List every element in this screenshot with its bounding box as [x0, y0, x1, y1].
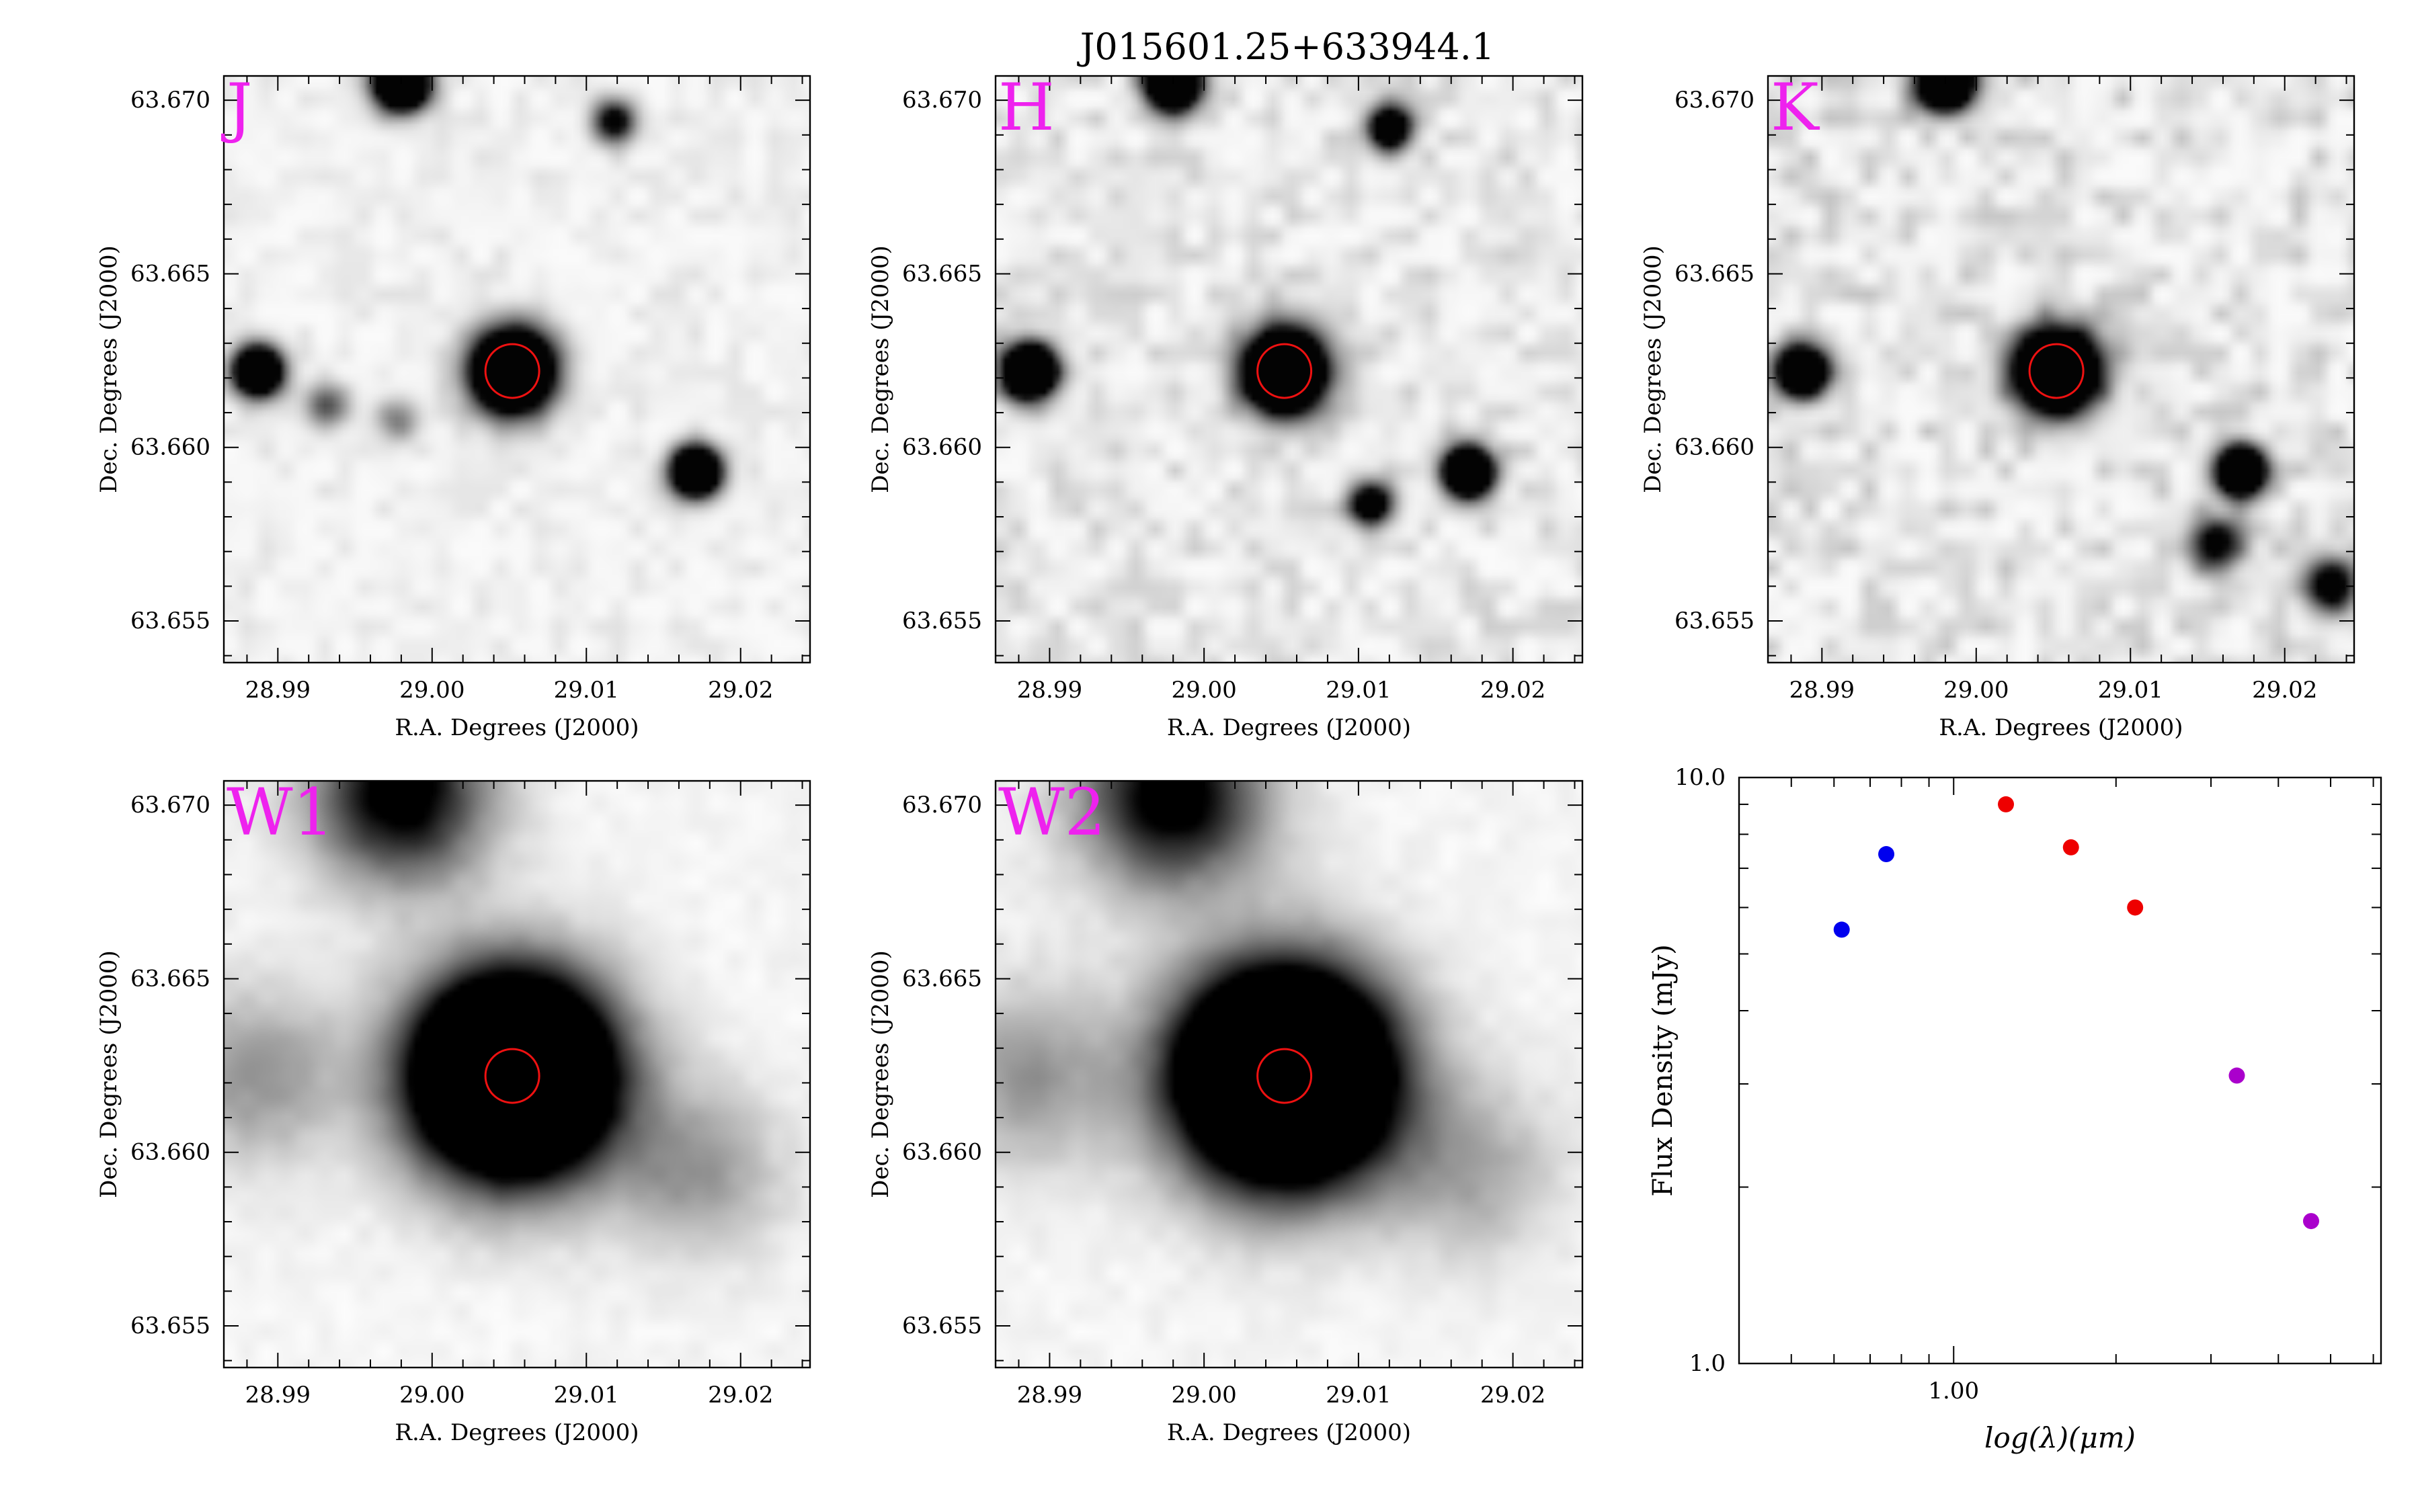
y-tick-label: 63.665: [902, 260, 982, 287]
target-circle: [484, 343, 540, 399]
y-tick-label: 63.655: [130, 607, 210, 634]
data-point: [1998, 796, 2015, 812]
x-axis-label: R.A. Degrees (J2000): [1167, 714, 1411, 741]
x-tick-label: 29.00: [399, 677, 465, 704]
y-tick-label: 10.0: [1675, 764, 1726, 791]
data-point: [2062, 839, 2079, 855]
y-tick-label: 63.660: [1675, 434, 1755, 461]
y-tick-label: 63.660: [130, 1139, 210, 1166]
x-axis-label: R.A. Degrees (J2000): [1167, 1419, 1411, 1446]
plot-frame: [1738, 776, 2382, 1365]
y-axis-label: Dec. Degrees (J2000): [867, 245, 894, 493]
plot-frame: [994, 780, 1584, 1369]
y-axis-label: Dec. Degrees (J2000): [867, 950, 894, 1198]
panel-w2: 28.99 29.00 29.01 29.02 63.655 63.660 63.665 63…: [867, 775, 1584, 1446]
target-circle: [2028, 343, 2085, 399]
panel-h: 28.99 29.00 29.01 29.02 63.655 63.660 63.665 63…: [867, 70, 1584, 741]
panel-k: 28.99 29.00 29.01 29.02 63.655 63.660 63.665 63…: [1640, 70, 2355, 741]
x-tick-label: 28.99: [1017, 677, 1082, 704]
x-tick-label: 28.99: [245, 1382, 311, 1409]
y-tick-label: 63.655: [902, 607, 982, 634]
plot-frame: [1767, 75, 2355, 664]
y-tick-label: 63.670: [130, 87, 210, 114]
data-point: [2127, 899, 2144, 916]
panel-j: 28.99 29.00 29.01 29.02 63.655 63.660 63.665 63…: [95, 70, 811, 741]
x-tick-label: 29.01: [1326, 1382, 1391, 1409]
x-tick-label: 29.02: [708, 677, 773, 704]
data-point: [1833, 921, 1850, 938]
target-circle: [484, 1048, 540, 1104]
y-tick-label: 63.655: [1675, 607, 1755, 634]
x-tick-label: 29.01: [554, 677, 619, 704]
y-tick-label: 63.655: [130, 1312, 210, 1339]
y-axis-label: Dec. Degrees (J2000): [95, 950, 122, 1198]
x-tick-label: 28.99: [1789, 677, 1855, 704]
x-axis-label: log(λ)(μm): [1984, 1421, 2136, 1454]
y-axis-label: Dec. Degrees (J2000): [1640, 245, 1666, 493]
data-point: [1878, 846, 1895, 863]
y-tick-label: 63.665: [130, 260, 210, 287]
x-tick-label: 29.00: [399, 1382, 465, 1409]
y-tick-label: 63.665: [130, 965, 210, 992]
x-tick-label: 29.02: [1480, 677, 1545, 704]
band-image: [1768, 76, 2354, 663]
x-axis-label: R.A. Degrees (J2000): [1939, 714, 2183, 741]
band-label: W1: [227, 775, 334, 850]
band-image: [996, 781, 1582, 1368]
y-tick-label: 63.665: [902, 965, 982, 992]
x-tick-label: 29.02: [1480, 1382, 1545, 1409]
x-tick-label: 29.01: [554, 1382, 619, 1409]
y-axis-label: Dec. Degrees (J2000): [95, 245, 122, 493]
x-axis-label: R.A. Degrees (J2000): [395, 714, 639, 741]
band-label: K: [1771, 70, 1820, 145]
x-tick-label: 29.00: [1171, 677, 1236, 704]
target-circle: [1256, 343, 1313, 399]
y-tick-label: 63.670: [1675, 87, 1755, 114]
y-tick-label: 63.665: [1675, 260, 1755, 287]
x-tick-label: 29.00: [1943, 677, 2009, 704]
y-tick-label: 63.655: [902, 1312, 982, 1339]
band-image: [224, 76, 810, 663]
band-label: H: [998, 70, 1055, 145]
band-image: [224, 781, 810, 1368]
x-tick-label: 29.00: [1171, 1382, 1236, 1409]
x-tick-label: 28.99: [245, 677, 311, 704]
plot-frame: [223, 75, 811, 664]
data-point: [2228, 1067, 2245, 1084]
x-tick-label: 29.01: [2098, 677, 2163, 704]
y-tick-label: 63.660: [902, 434, 982, 461]
plot-frame: [994, 75, 1584, 664]
x-tick-label: 28.99: [1017, 1382, 1082, 1409]
y-tick-label: 63.670: [902, 792, 982, 818]
plot-frame: [223, 780, 811, 1369]
figure-title: J015601.25+633944.1: [1077, 26, 1495, 68]
data-point: [2302, 1213, 2319, 1230]
y-tick-label: 63.660: [902, 1139, 982, 1166]
x-tick-label: 29.02: [2252, 677, 2317, 704]
y-tick-label: 1.0: [1689, 1350, 1726, 1377]
x-axis-label: R.A. Degrees (J2000): [395, 1419, 639, 1446]
y-axis-label: Flux Density (mJy): [1648, 944, 1679, 1197]
band-image: [996, 76, 1582, 663]
y-tick-label: 63.660: [130, 434, 210, 461]
x-tick-label: 29.02: [708, 1382, 773, 1409]
x-tick-label: 1.00: [1928, 1378, 1979, 1404]
panel-w1: 28.99 29.00 29.01 29.02 63.655 63.660 63.665 63…: [95, 775, 811, 1446]
x-tick-label: 29.01: [1326, 677, 1391, 704]
y-tick-label: 63.670: [130, 792, 210, 818]
y-tick-label: 63.670: [902, 87, 982, 114]
band-label: W2: [998, 775, 1106, 850]
target-circle: [1256, 1048, 1313, 1104]
